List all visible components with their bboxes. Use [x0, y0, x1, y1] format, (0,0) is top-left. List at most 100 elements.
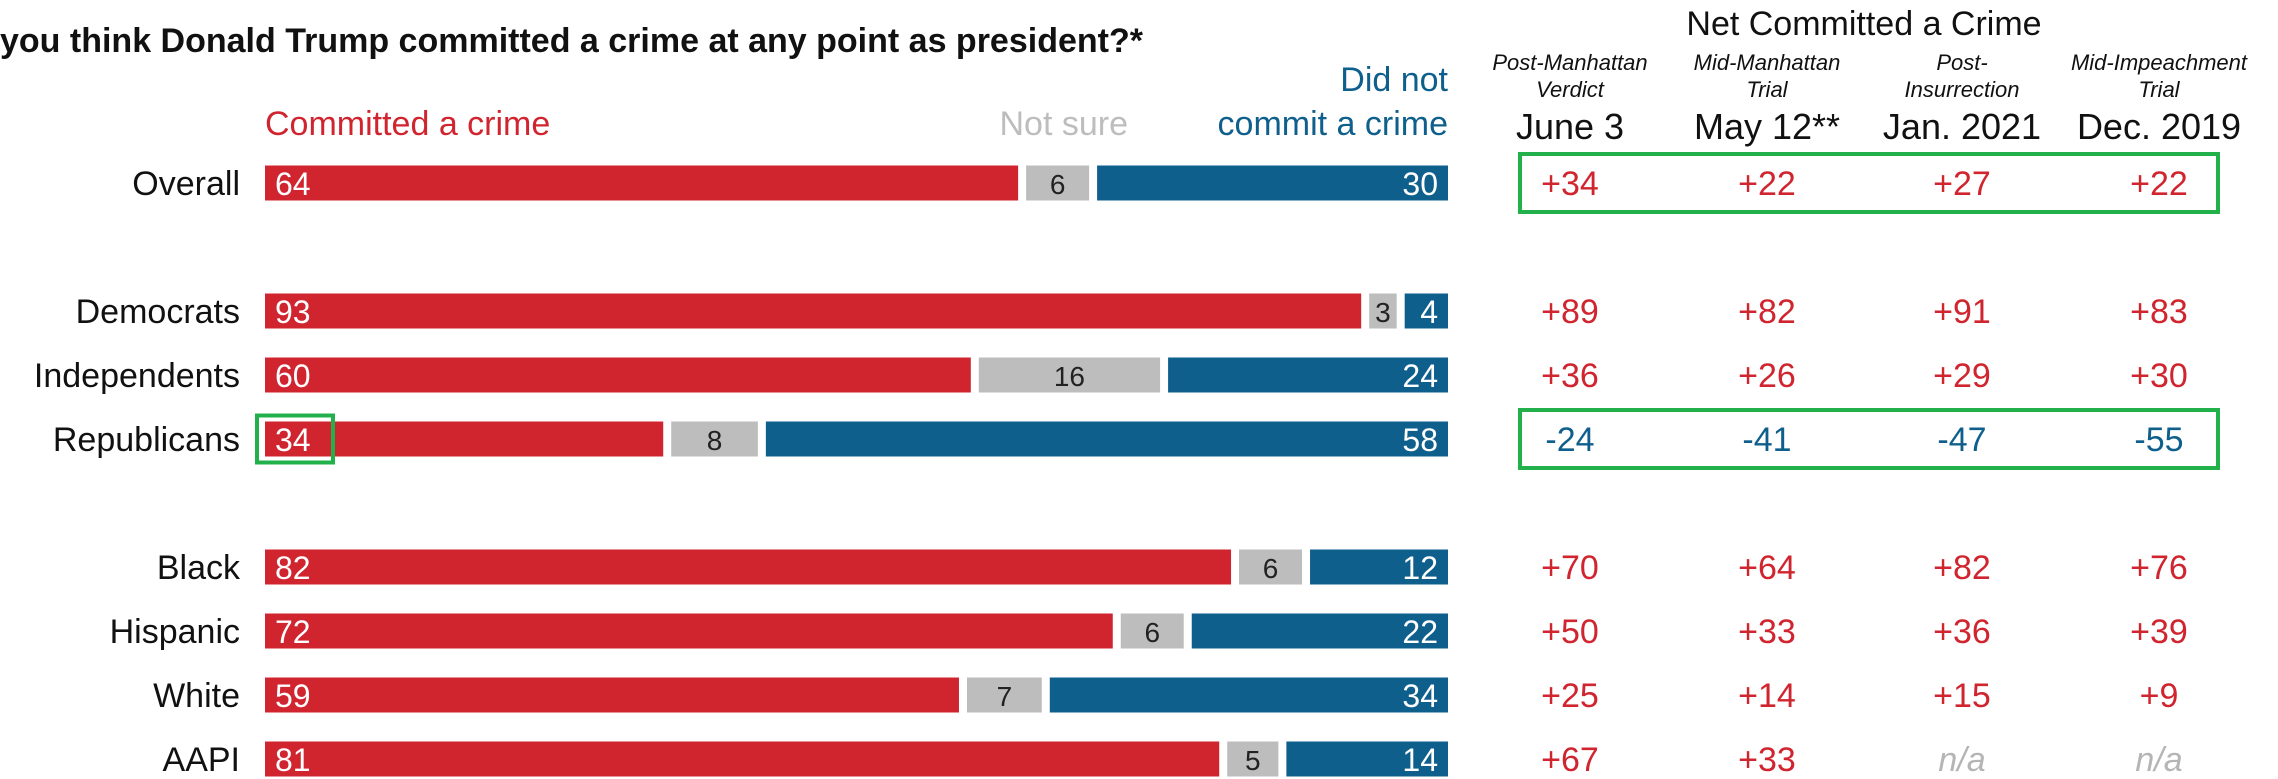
- value-committed-democrats: 93: [275, 294, 311, 330]
- value-not-sure-republicans: 8: [707, 425, 723, 456]
- value-committed-aapi: 81: [275, 742, 311, 778]
- net-col-sub1-0: Post-Manhattan: [1492, 50, 1647, 75]
- net-col-sub2-0: Verdict: [1536, 77, 1605, 102]
- value-not-sure-independents: 16: [1054, 361, 1085, 392]
- category-label-white: White: [153, 677, 240, 715]
- bar-not-sure-white: [966, 677, 1042, 713]
- highlight-box-net-overall: [1518, 152, 2220, 214]
- net-value-overall-1: +22: [1738, 165, 1796, 203]
- legend-committed: Committed a crime: [265, 105, 550, 143]
- bar-not-committed-republicans: [765, 421, 1448, 457]
- net-value-overall-0: +34: [1541, 165, 1599, 203]
- net-value-black-0: +70: [1541, 549, 1599, 587]
- value-not-sure-democrats: 3: [1375, 297, 1391, 328]
- net-value-democrats-3: +83: [2130, 293, 2188, 331]
- net-value-republicans-0: -24: [1545, 421, 1594, 459]
- bar-not-sure-democrats: [1369, 293, 1397, 329]
- net-col-sub1-1: Mid-Manhattan: [1694, 50, 1841, 75]
- net-value-hispanic-1: +33: [1738, 613, 1796, 651]
- net-value-democrats-2: +91: [1933, 293, 1991, 331]
- net-value-white-2: +15: [1933, 677, 1991, 715]
- net-col-sub2-2: Insurrection: [1905, 77, 2020, 102]
- category-label-overall: Overall: [132, 165, 240, 203]
- net-value-democrats-0: +89: [1541, 293, 1599, 331]
- net-col-sub2-3: Trial: [2138, 77, 2180, 102]
- bar-not-sure-hispanic: [1120, 613, 1184, 649]
- net-value-white-1: +14: [1738, 677, 1796, 715]
- net-value-independents-0: +36: [1541, 357, 1599, 395]
- net-value-hispanic-3: +39: [2130, 613, 2188, 651]
- net-col-date-3: Dec. 2019: [2077, 106, 2241, 147]
- bar-not-committed-independents: [1168, 357, 1448, 393]
- category-label-democrats: Democrats: [76, 293, 240, 331]
- net-value-aapi-2: n/a: [1938, 741, 1985, 779]
- bar-committed-hispanic: [265, 613, 1113, 649]
- bar-committed-democrats: [265, 293, 1362, 329]
- net-value-democrats-1: +82: [1738, 293, 1796, 331]
- bar-not-committed-aapi: [1286, 741, 1448, 777]
- value-not-sure-black: 6: [1263, 553, 1279, 584]
- net-value-aapi-3: n/a: [2135, 741, 2182, 779]
- bar-not-sure-republicans: [671, 421, 758, 457]
- net-value-republicans-2: -47: [1937, 421, 1986, 459]
- net-col-date-1: May 12**: [1694, 106, 1840, 147]
- net-value-black-2: +82: [1933, 549, 1991, 587]
- legend-not-committed-line1: Did not: [1340, 61, 1448, 99]
- net-col-sub1-2: Post-: [1936, 50, 1987, 75]
- category-label-aapi: AAPI: [163, 741, 240, 779]
- bar-not-sure-overall: [1026, 165, 1090, 201]
- category-label-hispanic: Hispanic: [110, 613, 240, 651]
- legend-not-sure: Not sure: [1000, 105, 1129, 143]
- highlight-box-republicans-committed: [255, 413, 335, 465]
- value-not-sure-white: 7: [997, 681, 1013, 712]
- value-committed-overall: 64: [275, 166, 311, 202]
- highlight-box-net-republicans: [1518, 408, 2220, 470]
- bar-committed-white: [265, 677, 959, 713]
- legend-not-committed-line2: commit a crime: [1218, 105, 1448, 143]
- value-not-committed-independents: 24: [1402, 358, 1438, 394]
- net-value-white-0: +25: [1541, 677, 1599, 715]
- value-not-committed-overall: 30: [1402, 166, 1438, 202]
- category-label-republicans: Republicans: [53, 421, 240, 459]
- value-not-committed-hispanic: 22: [1402, 614, 1438, 650]
- net-value-aapi-0: +67: [1541, 741, 1599, 779]
- bar-committed-black: [265, 549, 1232, 585]
- net-value-republicans-1: -41: [1742, 421, 1791, 459]
- value-committed-black: 82: [275, 550, 311, 586]
- net-value-independents-3: +30: [2130, 357, 2188, 395]
- bar-committed-aapi: [265, 741, 1220, 777]
- category-label-independents: Independents: [34, 357, 240, 395]
- net-value-overall-2: +27: [1933, 165, 1991, 203]
- value-not-sure-aapi: 5: [1245, 745, 1261, 776]
- net-value-black-1: +64: [1738, 549, 1796, 587]
- bar-not-committed-white: [1049, 677, 1448, 713]
- bar-committed-republicans: [265, 421, 664, 457]
- net-col-sub1-3: Mid-Impeachment: [2071, 50, 2248, 75]
- bar-not-sure-aapi: [1227, 741, 1279, 777]
- bar-committed-overall: [265, 165, 1019, 201]
- bar-not-sure-independents: [978, 357, 1161, 393]
- net-col-sub2-1: Trial: [1746, 77, 1788, 102]
- category-label-black: Black: [157, 549, 241, 587]
- net-value-republicans-3: -55: [2134, 421, 2183, 459]
- net-col-date-0: June 3: [1516, 106, 1624, 147]
- net-value-hispanic-2: +36: [1933, 613, 1991, 651]
- net-value-aapi-1: +33: [1738, 741, 1796, 779]
- bar-not-committed-hispanic: [1191, 613, 1448, 649]
- value-not-committed-aapi: 14: [1402, 742, 1438, 778]
- net-value-independents-1: +26: [1738, 357, 1796, 395]
- value-committed-hispanic: 72: [275, 614, 311, 650]
- bar-not-sure-black: [1239, 549, 1303, 585]
- net-value-overall-3: +22: [2130, 165, 2188, 203]
- net-value-black-3: +76: [2130, 549, 2188, 587]
- net-value-independents-2: +29: [1933, 357, 1991, 395]
- bar-committed-independents: [265, 357, 971, 393]
- value-not-committed-republicans: 58: [1402, 422, 1438, 458]
- value-not-sure-overall: 6: [1050, 169, 1066, 200]
- value-not-committed-white: 34: [1402, 678, 1438, 714]
- bar-not-committed-overall: [1097, 165, 1448, 201]
- bar-not-committed-black: [1310, 549, 1448, 585]
